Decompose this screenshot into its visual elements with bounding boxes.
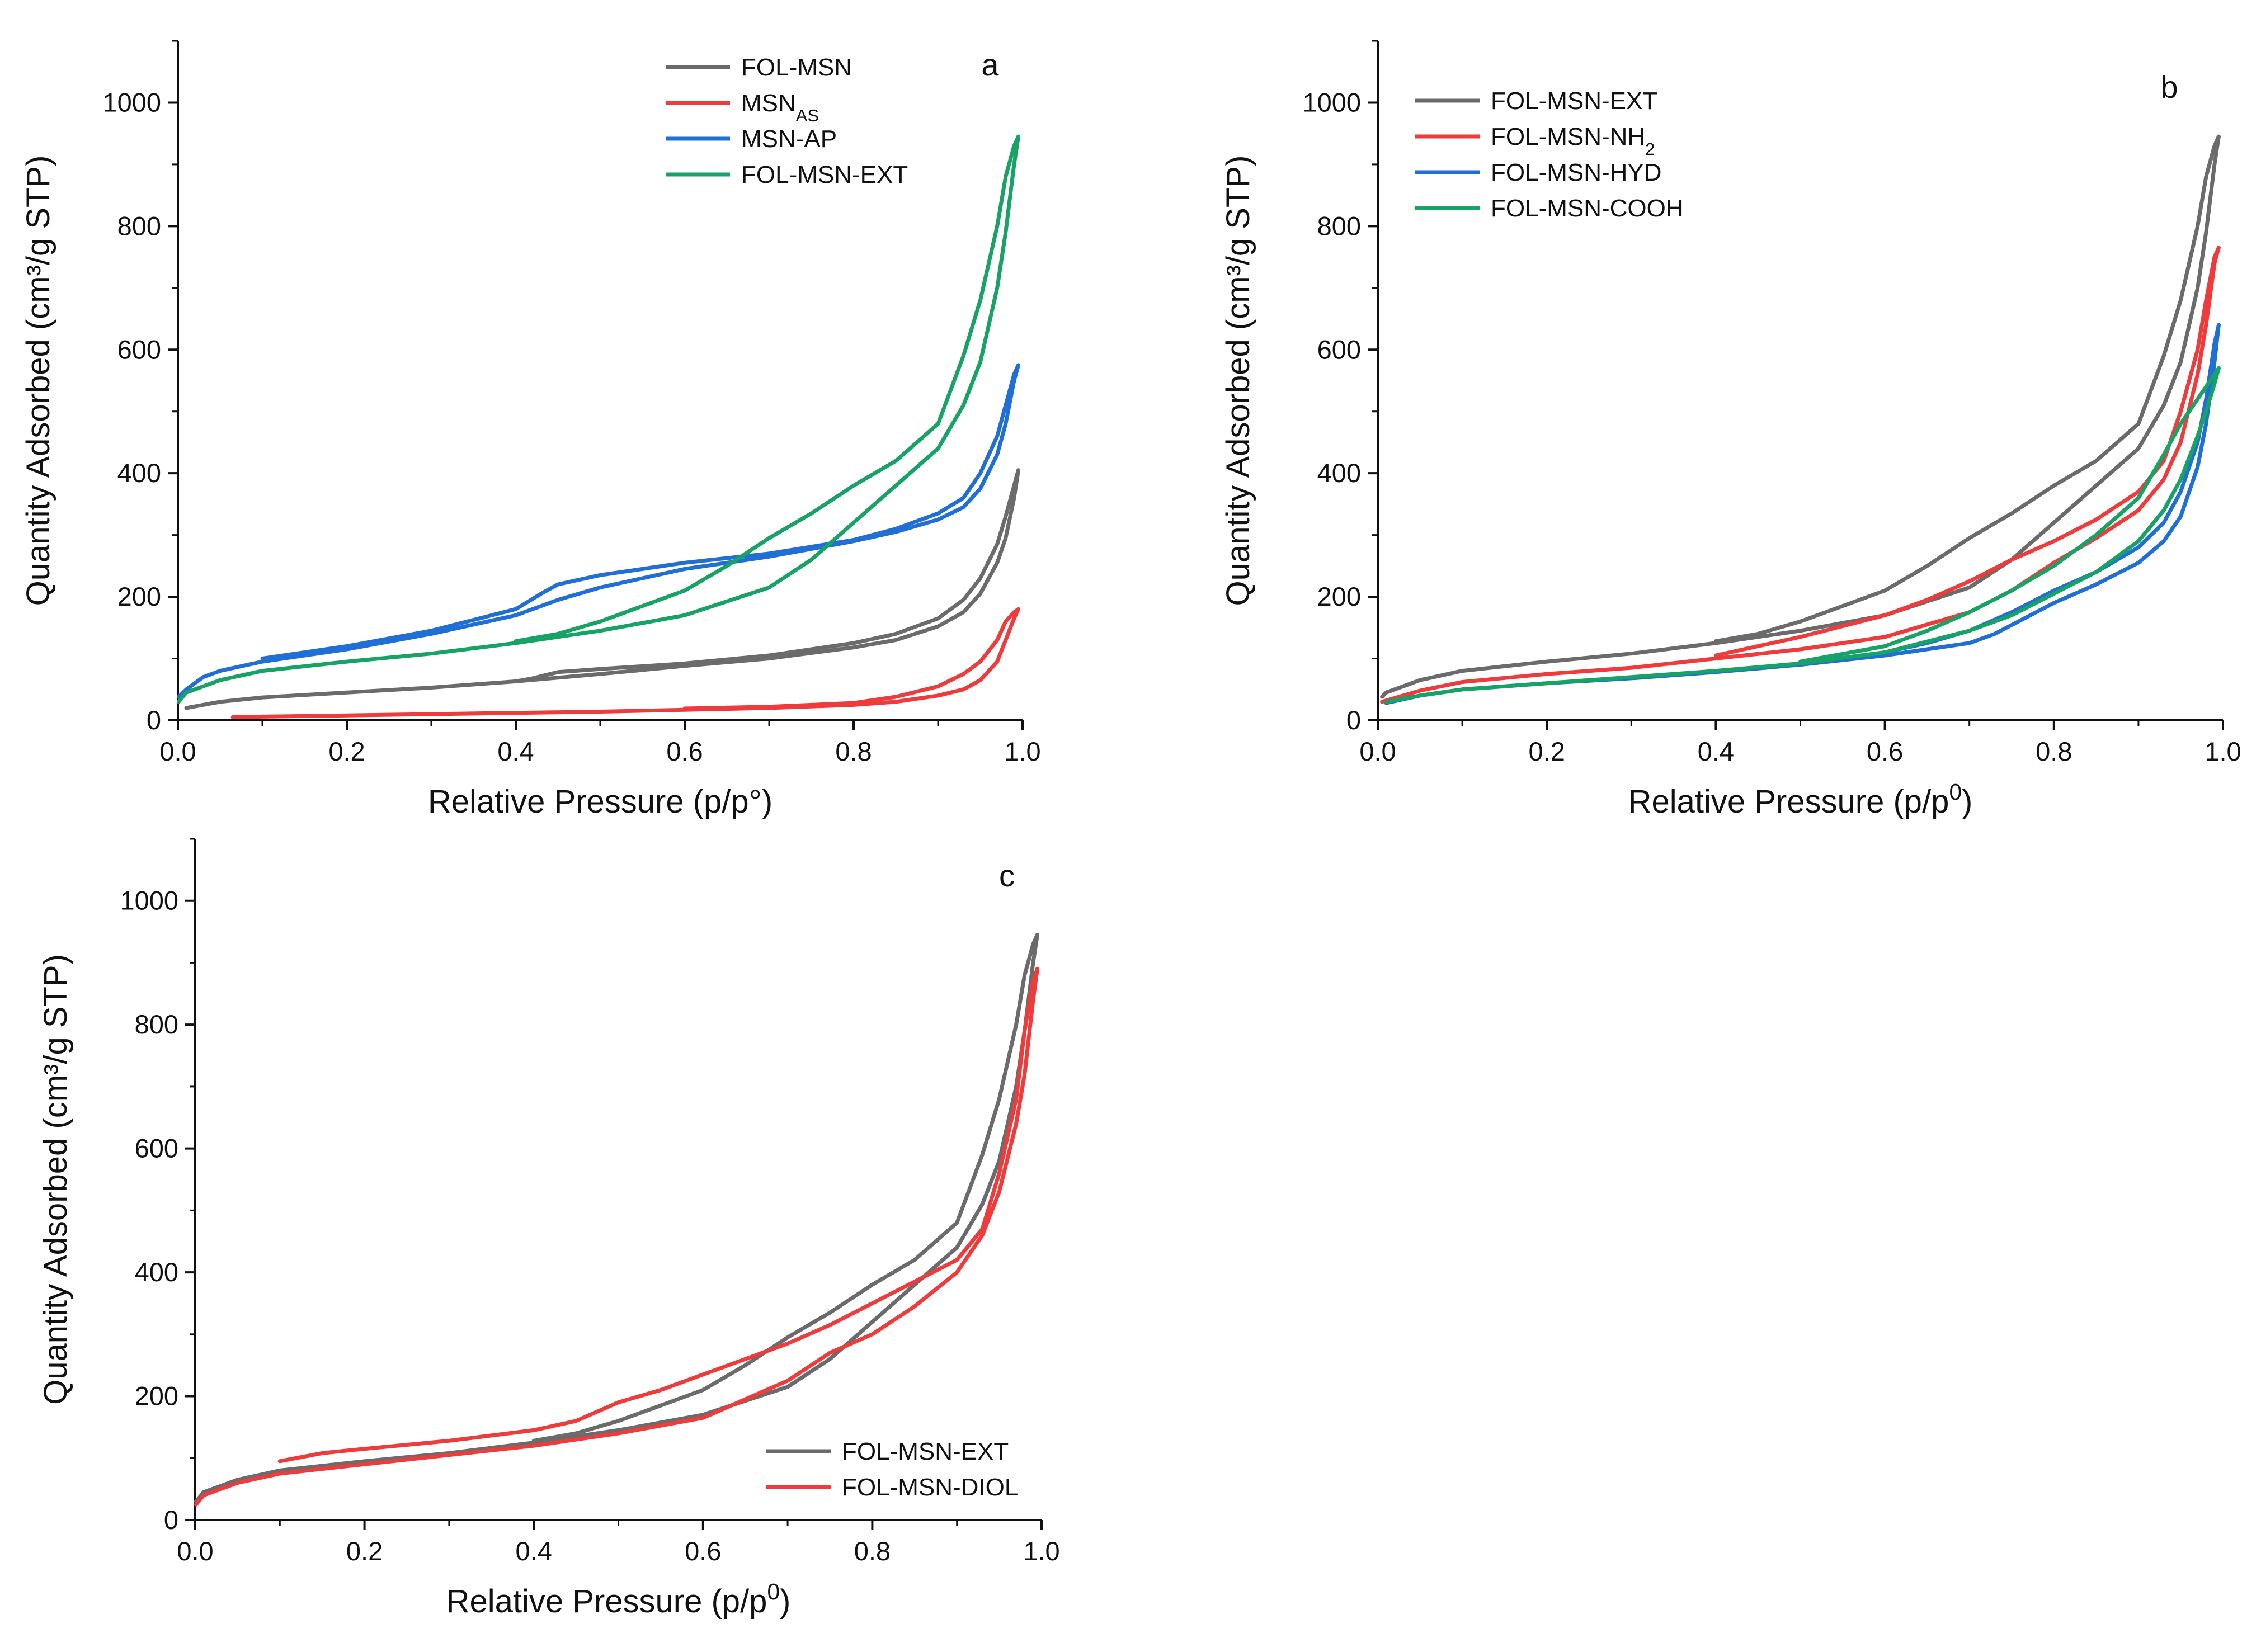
y-tick-label: 200	[135, 1381, 178, 1411]
x-tick-label: 0.8	[2036, 737, 2072, 766]
legend-label: FOL-MSN-NH2	[1491, 123, 1655, 159]
adsorption-line	[1380, 246, 2221, 704]
adsorption-line	[194, 967, 1039, 1507]
x-axis-title: Relative Pressure (p/p°)	[428, 783, 772, 820]
x-tick-label: 0.2	[1529, 737, 1565, 766]
adsorption-line	[1384, 323, 2221, 705]
x-tick-label: 0.0	[159, 737, 196, 766]
legend-entry: FOL-MSN	[666, 54, 852, 81]
x-axis-title: Relative Pressure (p/p0)	[1628, 779, 1973, 820]
x-tick-label: 0.6	[685, 1536, 721, 1566]
legend-label: FOL-MSN-DIOL	[842, 1474, 1018, 1501]
x-tick-label: 0.8	[835, 737, 872, 766]
y-tick-label: 600	[117, 334, 161, 364]
series-msn-as	[230, 607, 1020, 719]
y-tick-label: 0	[1346, 705, 1361, 735]
legend-entry: FOL-MSN-NH2	[1415, 123, 1655, 159]
y-tick-label: 200	[117, 582, 161, 611]
adsorption-line	[1380, 134, 2221, 699]
panel-label: a	[981, 47, 999, 82]
series-fol-msn-ext	[1380, 134, 2221, 699]
panel-b: 0.0 0.2 0.4 0.6 0.8 1.0 0 200 400 600 800 1000 Relat…	[1220, 40, 2241, 820]
x-tick-label: 0.4	[1698, 737, 1734, 766]
x-tick-label: 1.0	[2205, 737, 2241, 766]
series-msn-ap	[177, 363, 1020, 699]
desorption-line	[531, 933, 1039, 1443]
panel-label: c	[999, 858, 1015, 893]
y-tick-label: 200	[1317, 582, 1361, 611]
y-tick-label: 0	[164, 1505, 178, 1535]
legend-label: FOL-MSN	[741, 54, 852, 81]
legend-label: FOL-MSN-HYD	[1491, 159, 1662, 186]
x-tick-label: 0.0	[177, 1536, 213, 1566]
legend-entry: FOL-MSN-HYD	[1415, 159, 1662, 186]
series-fol-msn-nh2	[1380, 246, 2221, 704]
x-tick-label: 0.2	[328, 737, 365, 766]
desorption-line	[514, 468, 1020, 683]
adsorption-line	[1384, 366, 2221, 704]
legend-label: FOL-MSN-COOH	[1491, 195, 1684, 222]
legend-entry: FOL-MSN-EXT	[666, 161, 908, 188]
legend-label: FOL-MSN-EXT	[1491, 87, 1657, 115]
desorption-line	[277, 967, 1039, 1464]
x-tick-label: 0.8	[854, 1536, 891, 1566]
desorption-line	[682, 607, 1020, 711]
desorption-line	[514, 134, 1020, 644]
legend-label: MSN-AP	[741, 125, 837, 153]
x-tick-label: 0.6	[666, 737, 703, 766]
legend-label: FOL-MSN-EXT	[741, 161, 908, 188]
panel-c: 0.0 0.2 0.4 0.6 0.8 1.0 0 200 400 600 800 1000 Relat…	[37, 838, 1060, 1620]
y-axis-title: Quantity Adsorbed (cm³/g STP)	[20, 155, 56, 606]
adsorption-line	[184, 468, 1020, 710]
y-axis-title: Quantity Adsorbed (cm³/g STP)	[37, 954, 74, 1405]
y-tick-label: 400	[117, 458, 161, 488]
x-tick-label: 1.0	[1023, 1536, 1059, 1566]
adsorption-line	[194, 933, 1039, 1504]
x-tick-label: 0.2	[346, 1536, 383, 1566]
y-tick-label: 800	[117, 211, 161, 240]
desorption-line	[1713, 246, 2221, 658]
y-tick-label: 800	[1317, 211, 1361, 240]
x-tick-label: 0.4	[497, 737, 534, 766]
series-fol-msn-hyd	[1384, 323, 2221, 705]
legend-entry: FOL-MSN-DIOL	[766, 1474, 1018, 1501]
series-fol-msn-ext	[177, 134, 1020, 704]
desorption-line	[260, 363, 1020, 660]
x-axis-title: Relative Pressure (p/p0)	[446, 1579, 791, 1620]
y-axis-title: Quantity Adsorbed (cm³/g STP)	[1220, 155, 1256, 606]
x-tick-label: 0.4	[516, 1536, 552, 1566]
adsorption-line	[177, 363, 1020, 699]
y-tick-label: 400	[1317, 458, 1361, 488]
series-fol-msn-diol	[194, 967, 1039, 1507]
y-tick-label: 600	[1317, 334, 1361, 364]
legend-entry: FOL-MSN-EXT	[766, 1438, 1009, 1465]
y-tick-label: 800	[135, 1009, 178, 1039]
series-fol-msn	[184, 468, 1020, 710]
legend-label: FOL-MSN-EXT	[842, 1438, 1009, 1465]
y-tick-label: 600	[135, 1134, 178, 1163]
y-tick-label: 0	[147, 705, 161, 735]
y-tick-label: 1000	[120, 886, 178, 915]
desorption-line	[1798, 366, 2221, 664]
x-tick-label: 0.0	[1359, 737, 1396, 766]
legend-label: MSNAS	[741, 89, 819, 125]
y-tick-label: 400	[135, 1257, 178, 1287]
y-tick-label: 1000	[1302, 87, 1361, 117]
panel-a: 0.0 0.2 0.4 0.6 0.8 1.0 0 200 400 600 800 1000 Relat…	[20, 40, 1041, 820]
legend-entry: MSNAS	[666, 89, 819, 125]
series-fol-msn-ext	[194, 933, 1039, 1504]
desorption-line	[1713, 134, 2221, 644]
panel-label: b	[2160, 69, 2178, 105]
series-fol-msn-cooh	[1384, 366, 2221, 704]
legend-entry: MSN-AP	[666, 125, 837, 153]
y-tick-label: 1000	[102, 87, 161, 117]
x-tick-label: 1.0	[1004, 737, 1040, 766]
legend-entry: FOL-MSN-EXT	[1415, 87, 1657, 115]
x-tick-label: 0.6	[1867, 737, 1903, 766]
adsorption-line	[177, 134, 1020, 704]
legend-entry: FOL-MSN-COOH	[1415, 195, 1684, 222]
